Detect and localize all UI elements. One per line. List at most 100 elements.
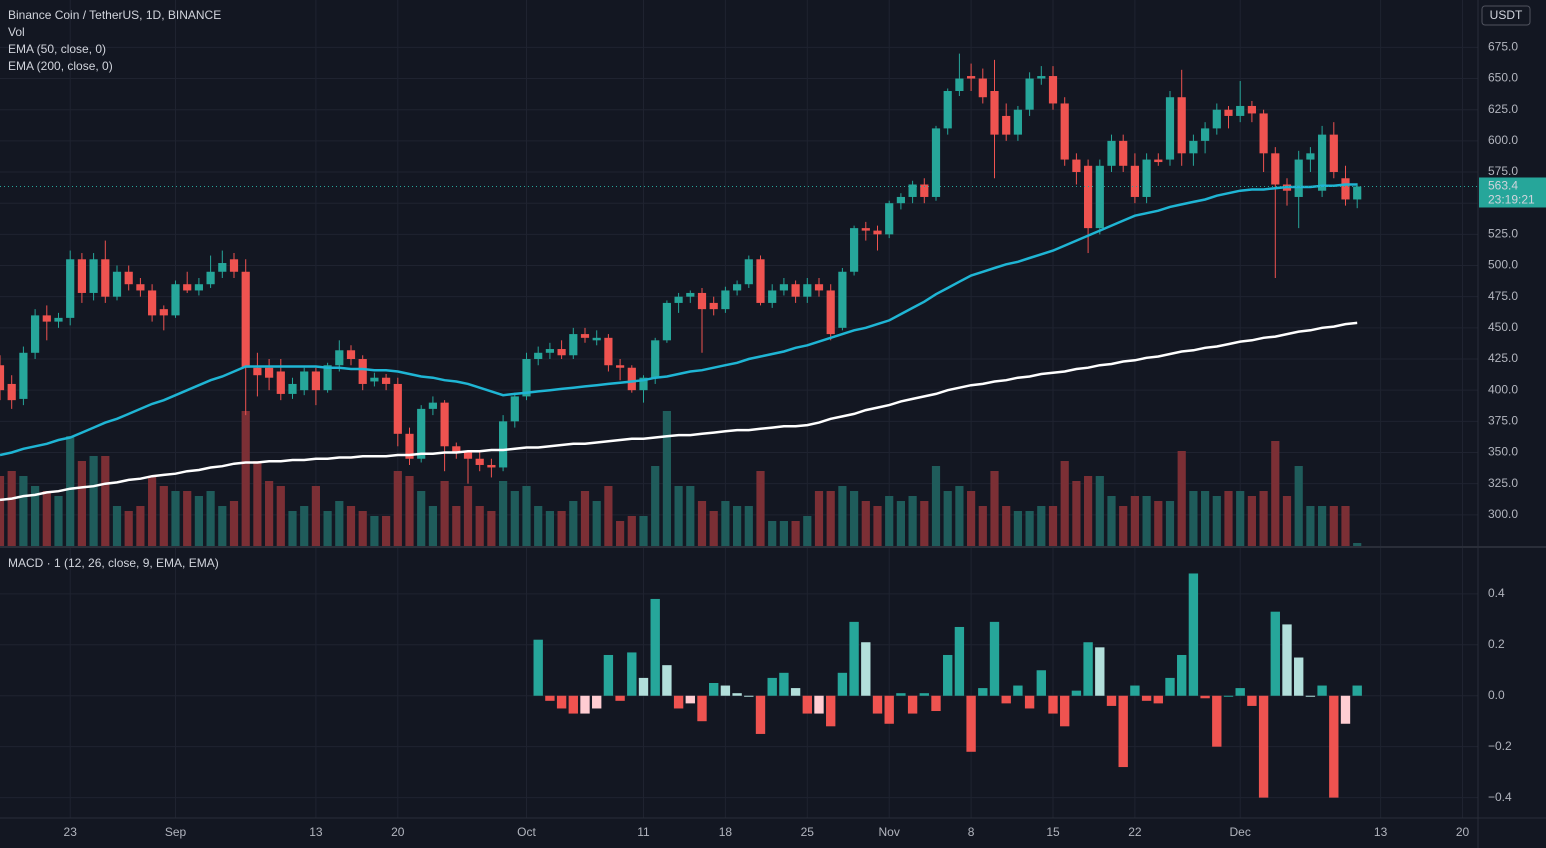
candle-body <box>1259 113 1268 154</box>
candle-body <box>428 402 437 409</box>
volume-bar <box>791 521 800 546</box>
volume-legend[interactable]: Vol <box>8 25 25 39</box>
y-tick-label: 600.0 <box>1488 133 1518 147</box>
currency-box[interactable] <box>1481 5 1531 26</box>
volume-bar <box>440 481 449 546</box>
volume-bar <box>779 521 788 546</box>
candle-body <box>522 359 531 397</box>
volume-bar <box>393 471 402 546</box>
candle-body <box>744 259 753 285</box>
legend: Binance Coin / TetherUS, 1D, BINANCE Vol… <box>8 8 221 570</box>
volume-bar <box>1306 506 1315 546</box>
currency[interactable]: USDT <box>1490 8 1523 22</box>
macd-bar <box>615 695 625 701</box>
candle-body <box>31 315 40 353</box>
macd-bar <box>592 695 602 709</box>
candle-body <box>873 230 882 235</box>
volume-bar <box>955 486 964 546</box>
candle-body <box>66 259 75 318</box>
volume-bar <box>616 521 625 546</box>
y-tick-label: 475.0 <box>1488 289 1518 303</box>
candle-body <box>1189 140 1198 154</box>
volume-bar <box>756 471 765 546</box>
volume-bar <box>276 486 285 546</box>
volume-bar <box>1025 511 1034 546</box>
volume-bar <box>534 506 543 546</box>
macd-bar <box>989 621 1000 696</box>
candle-body <box>136 284 145 291</box>
candle-body <box>124 271 133 285</box>
macd-bar <box>732 693 742 696</box>
volume-bar <box>66 436 75 546</box>
volume-bar <box>19 476 28 546</box>
volume-bar <box>1341 506 1350 546</box>
macd-bar <box>556 695 567 709</box>
macd-tick-label: 0.0 <box>1488 688 1505 702</box>
volume-bar <box>1013 511 1022 546</box>
candle-body <box>382 377 391 384</box>
candle-body <box>0 365 5 391</box>
macd-bar <box>1340 695 1351 724</box>
chart-title[interactable]: Binance Coin / TetherUS, 1D, BINANCE <box>8 8 221 22</box>
macd-bar <box>545 695 555 701</box>
y-tick-label: 425.0 <box>1488 351 1518 365</box>
candle-body <box>943 91 952 129</box>
candle-body <box>826 290 835 335</box>
macd-bar <box>709 683 719 696</box>
price-layer <box>0 53 1478 502</box>
volume-bar <box>1329 506 1338 546</box>
macd-bar <box>884 695 894 724</box>
candle-body <box>218 263 227 272</box>
volume-bar <box>967 491 976 546</box>
candle-body <box>452 446 461 453</box>
macd-bar <box>533 639 543 696</box>
macd-legend[interactable]: MACD · 1 (12, 26, close, 9, EMA, EMA) <box>8 556 219 570</box>
ema-line <box>0 321 1358 502</box>
volume-bar <box>1282 496 1292 546</box>
last-price-box <box>1479 177 1546 208</box>
macd-layer <box>533 573 1362 798</box>
y-tick-label: 625.0 <box>1488 102 1518 116</box>
volume-bar <box>77 461 86 546</box>
macd-bar <box>1247 695 1257 706</box>
x-tick-label: 20 <box>1456 825 1470 839</box>
macd-bar <box>978 688 988 696</box>
volume-bar <box>54 496 63 546</box>
macd-bar <box>790 688 801 696</box>
macd-bar <box>720 685 731 696</box>
macd-bar <box>1165 677 1175 696</box>
volume-bar <box>931 466 941 546</box>
volume-bar <box>803 516 812 546</box>
volume-bar <box>300 506 309 546</box>
macd-bar <box>931 695 941 712</box>
volume-bar <box>686 486 695 546</box>
macd-bar <box>943 654 953 696</box>
volume-bar <box>1247 496 1256 546</box>
macd-bar <box>1106 695 1117 706</box>
volume-bar <box>674 486 683 546</box>
y-tick-label: 650.0 <box>1488 71 1518 85</box>
macd-bar <box>697 695 707 722</box>
x-tick-label: Sep <box>165 825 187 839</box>
macd-bar <box>1282 624 1292 696</box>
candle-body <box>709 302 718 310</box>
macd-tick-label: −0.4 <box>1488 790 1512 804</box>
x-tick-label: 13 <box>309 825 323 839</box>
candle-body <box>756 259 765 303</box>
volume-bar <box>639 516 648 546</box>
volume-bar <box>136 506 145 546</box>
ema-line <box>0 183 1358 457</box>
volume-bar <box>206 491 215 546</box>
macd-bar <box>1305 695 1316 697</box>
volume-bar <box>1224 491 1233 546</box>
volume-bar <box>311 486 320 546</box>
volume-bar <box>510 491 519 546</box>
ema50-legend[interactable]: EMA (50, close, 0) <box>8 42 106 56</box>
volume-bar <box>499 481 508 546</box>
candle-body <box>54 317 63 322</box>
ema200-legend[interactable]: EMA (200, close, 0) <box>8 59 113 73</box>
candle-body <box>42 315 51 322</box>
y-tick-label: 325.0 <box>1488 476 1518 490</box>
macd-bar <box>849 621 859 696</box>
volume-bar <box>1119 506 1128 546</box>
